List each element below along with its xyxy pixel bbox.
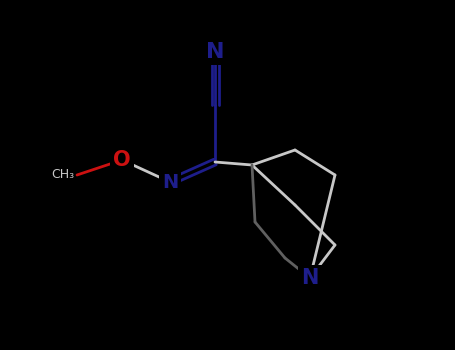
Text: N: N <box>301 268 318 288</box>
Text: N: N <box>206 42 224 62</box>
Text: N: N <box>162 173 178 191</box>
Text: O: O <box>113 150 131 170</box>
Text: CH₃: CH₃ <box>51 168 74 182</box>
